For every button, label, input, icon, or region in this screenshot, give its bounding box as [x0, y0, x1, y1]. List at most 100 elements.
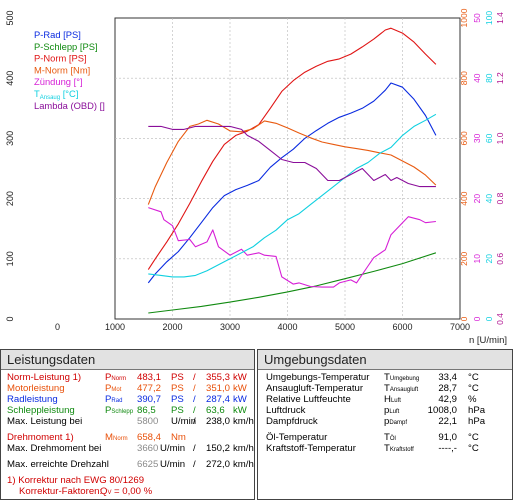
right-axis-tick-label: 0 — [484, 316, 494, 321]
leistung-row: Max. Leistung bei 5800 U/min/ 238,0 km/h — [1, 416, 254, 427]
series-line — [148, 113, 437, 278]
right-axis-tick-label: 20 — [484, 254, 494, 264]
max-drehzahl-separator: / — [193, 459, 196, 470]
leistung-row: Norm-Leistung 1) PNorm 483,1 PS / 355,3 kW — [1, 372, 254, 383]
legend-entry: TAnsaug [°C] — [34, 88, 78, 101]
leistung-row: Motorleistung PMot 477,2 PS / 351,0 kW — [1, 383, 254, 394]
leistung-row-value2: 238,0 — [206, 416, 231, 427]
umgebung-row: Kraftstoff-Temperatur TKraftstoff ----,- °C — [258, 443, 512, 454]
max-drehzahl-rpm-unit: U/min — [160, 459, 186, 470]
max-drehzahl-speed-unit: km/h — [233, 459, 254, 470]
leistung-row-value1: 477,2 — [137, 383, 162, 394]
umgebung-row-value: 22,1 — [438, 416, 457, 427]
right-axis-tick-label: 0 — [459, 316, 469, 321]
korrektur-faktor-value: = 0,00 % — [114, 486, 153, 497]
right-axis-tick-label: 1000 — [459, 8, 469, 27]
umgebung-row-value: 91,0 — [438, 432, 457, 443]
leistung-row-label: Max. Leistung bei — [7, 416, 83, 427]
x-tick-label: 5000 — [335, 322, 355, 332]
umgebung-row-unit: % — [468, 394, 477, 405]
right-axis-tick-label: 0 — [472, 316, 482, 321]
umgebung-row-label: Luftdruck — [266, 405, 306, 416]
x-tick-label: 0 — [55, 322, 60, 332]
umgebung-row-symbol: HLuft — [384, 394, 401, 405]
leistung-row-unit2: kW — [233, 405, 247, 416]
umgebung-row: Luftdruck pLuft 1008,0 hPa — [258, 405, 512, 416]
right-axis-tick-label: 1.2 — [495, 72, 505, 84]
series-line — [147, 82, 437, 284]
y-tick-label: 400 — [5, 71, 15, 86]
umgebung-row-value: 28,7 — [438, 383, 457, 394]
max-drehmoment-separator: / — [193, 443, 196, 454]
leistung-row-value1: 86,5 — [137, 405, 156, 416]
y-tick-label: 200 — [5, 191, 15, 206]
right-axis-tick-label: 80 — [484, 73, 494, 83]
leistung-row-label: Motorleistung — [7, 383, 65, 394]
right-axis-tick-label: 40 — [484, 194, 494, 204]
korrektur-faktor-symbol: QV — [100, 486, 112, 497]
right-axis-tick-label: 0.8 — [495, 192, 505, 204]
right-axis-tick-label: 40 — [472, 73, 482, 83]
leistung-row: Schleppleistung PSchlepp 86,5 PS / 63,6 kW — [1, 405, 254, 416]
right-axis-tick-label: 400 — [459, 191, 469, 205]
leistung-row: Radleistung PRad 390,7 PS / 287,4 kW — [1, 394, 254, 405]
right-axis-tick-label: 0.4 — [495, 313, 505, 325]
umgebung-row-unit: °C — [468, 372, 479, 383]
right-axis-tick-label: 10 — [472, 254, 482, 264]
right-axis-tick-label: 0.6 — [495, 253, 505, 265]
series-line — [147, 119, 437, 205]
right-axis-tick-label: 600 — [459, 131, 469, 145]
leistung-row-unit2: kW — [233, 383, 247, 394]
leistung-row-symbol: PRad — [105, 394, 123, 405]
umgebung-row-unit: °C — [468, 383, 479, 394]
umgebung-row-label: Ansaugluft-Temperatur — [266, 383, 364, 394]
drehmoment-symbol: MNorm — [105, 432, 128, 443]
umgebung-row-symbol: TUmgebung — [384, 372, 420, 383]
umgebung-row-symbol: TAnsaugluft — [384, 383, 419, 394]
leistung-row-unit1: PS — [171, 405, 184, 416]
korrektur-row: 1) Korrektur nach EWG 80/1269 — [1, 475, 254, 486]
umgebung-row-unit: °C — [468, 432, 479, 443]
leistung-row-value1: 483,1 — [137, 372, 162, 383]
leistung-row-unit1: PS — [171, 372, 184, 383]
umgebung-row-value: ----,- — [438, 443, 457, 454]
drehmoment-row: Drehmoment 1) MNorm 658,4 Nm — [1, 432, 254, 443]
umgebung-row: Öl-Temperatur TÖl 91,0 °C — [258, 432, 512, 443]
leistung-row-separator: / — [193, 416, 196, 427]
umgebung-row: Dampfdruck pDampf 22,1 hPa — [258, 416, 512, 427]
right-axis-tick-label: 1.4 — [495, 12, 505, 24]
umgebung-row-label: Dampfdruck — [266, 416, 318, 427]
leistung-row-symbol: PNorm — [105, 372, 127, 383]
leistung-row-separator: / — [193, 372, 196, 383]
leistung-row-unit2: kW — [233, 372, 247, 383]
y-tick-label: 100 — [5, 251, 15, 266]
umgebung-row-symbol: TKraftstoff — [384, 443, 414, 454]
umgebung-row-value: 33,4 — [438, 372, 457, 383]
legend-entry: Lambda (OBD) [] — [34, 100, 105, 111]
umgebung-row-symbol: pDampf — [384, 416, 408, 427]
x-axis-label: n [U/min] — [469, 335, 507, 345]
max-drehmoment-rpm: 3660 — [137, 443, 159, 454]
leistungsdaten-title: Leistungsdaten — [1, 350, 254, 370]
legend-entry: P-Schlepp [PS] — [34, 41, 98, 52]
leistung-row-value2: 63,6 — [206, 405, 225, 416]
legend-entry: Zündung [°] — [34, 76, 83, 87]
max-drehzahl-rpm: 6625 — [137, 459, 159, 470]
max-drehzahl-speed: 272,0 — [206, 459, 231, 470]
series-line — [148, 207, 436, 288]
legend-entry: M-Norm [Nm] — [34, 64, 90, 75]
right-axis-tick-label: 100 — [484, 11, 494, 25]
y-tick-label: 300 — [5, 131, 15, 146]
umgebung-row-label: Relative Luftfeuchte — [266, 394, 351, 405]
drehmoment-unit: Nm — [171, 432, 186, 443]
plot-area — [114, 17, 461, 320]
leistung-row-unit1: PS — [171, 383, 184, 394]
x-tick-label: 6000 — [392, 322, 412, 332]
leistung-row-label: Schleppleistung — [7, 405, 75, 416]
leistung-row-value1: 390,7 — [137, 394, 162, 405]
y-tick-label: 500 — [5, 10, 15, 25]
leistung-row-separator: / — [193, 394, 196, 405]
leistung-row-label: Radleistung — [7, 394, 58, 405]
leistung-row-separator: / — [193, 383, 196, 394]
leistung-row-separator: / — [193, 405, 196, 416]
